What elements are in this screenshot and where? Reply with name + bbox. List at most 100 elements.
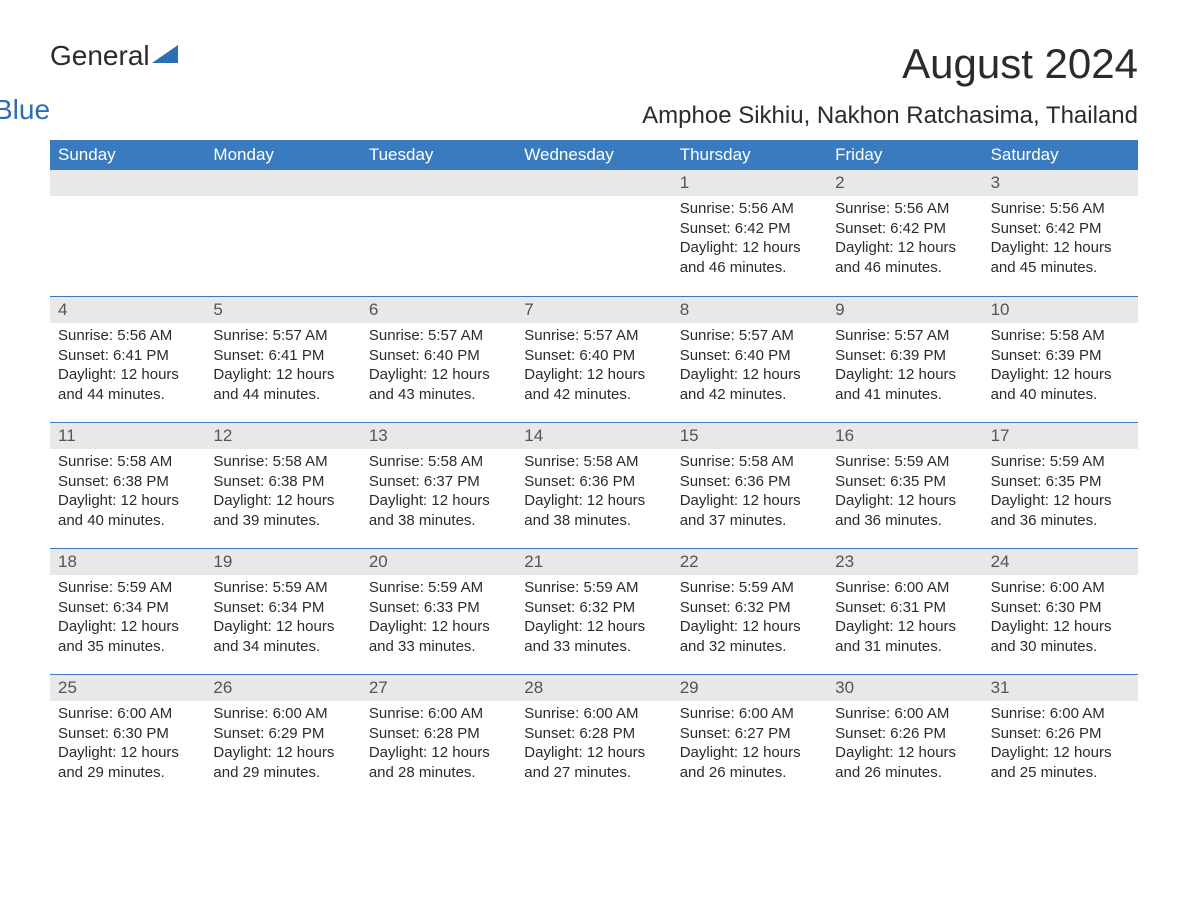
day-details: Sunrise: 6:00 AMSunset: 6:31 PMDaylight:… [827, 575, 982, 656]
day-details: Sunrise: 5:59 AMSunset: 6:33 PMDaylight:… [361, 575, 516, 656]
sunset-line: Sunset: 6:30 PM [58, 724, 197, 744]
daylight-line: Daylight: 12 hours and 39 minutes. [213, 491, 352, 530]
day-details: Sunrise: 5:57 AMSunset: 6:41 PMDaylight:… [205, 323, 360, 404]
day-cell: 19Sunrise: 5:59 AMSunset: 6:34 PMDayligh… [205, 549, 360, 674]
sunrise-line: Sunrise: 6:00 AM [58, 704, 197, 724]
week-row: 25Sunrise: 6:00 AMSunset: 6:30 PMDayligh… [50, 674, 1138, 800]
day-header-cell: Wednesday [516, 140, 671, 170]
day-details: Sunrise: 5:58 AMSunset: 6:38 PMDaylight:… [50, 449, 205, 530]
day-details: Sunrise: 6:00 AMSunset: 6:30 PMDaylight:… [50, 701, 205, 782]
day-cell: 16Sunrise: 5:59 AMSunset: 6:35 PMDayligh… [827, 423, 982, 548]
day-cell: 18Sunrise: 5:59 AMSunset: 6:34 PMDayligh… [50, 549, 205, 674]
daylight-line: Daylight: 12 hours and 40 minutes. [991, 365, 1130, 404]
sunset-line: Sunset: 6:41 PM [58, 346, 197, 366]
sunset-line: Sunset: 6:39 PM [991, 346, 1130, 366]
sunrise-line: Sunrise: 6:00 AM [835, 704, 974, 724]
sunset-line: Sunset: 6:32 PM [680, 598, 819, 618]
day-number: 14 [516, 423, 671, 449]
sunrise-line: Sunrise: 5:56 AM [991, 199, 1130, 219]
day-cell: 2Sunrise: 5:56 AMSunset: 6:42 PMDaylight… [827, 170, 982, 296]
location-subtitle: Amphoe Sikhiu, Nakhon Ratchasima, Thaila… [50, 102, 1138, 130]
day-details: Sunrise: 5:56 AMSunset: 6:42 PMDaylight:… [827, 196, 982, 277]
sunset-line: Sunset: 6:40 PM [524, 346, 663, 366]
daylight-line: Daylight: 12 hours and 33 minutes. [524, 617, 663, 656]
day-cell: 8Sunrise: 5:57 AMSunset: 6:40 PMDaylight… [672, 297, 827, 422]
daylight-line: Daylight: 12 hours and 36 minutes. [991, 491, 1130, 530]
logo: General Blue [50, 40, 178, 96]
day-details: Sunrise: 5:58 AMSunset: 6:39 PMDaylight:… [983, 323, 1138, 404]
day-cell: 21Sunrise: 5:59 AMSunset: 6:32 PMDayligh… [516, 549, 671, 674]
day-number: 29 [672, 675, 827, 701]
day-cell: 11Sunrise: 5:58 AMSunset: 6:38 PMDayligh… [50, 423, 205, 548]
sunset-line: Sunset: 6:40 PM [680, 346, 819, 366]
sunrise-line: Sunrise: 5:59 AM [991, 452, 1130, 472]
daylight-line: Daylight: 12 hours and 36 minutes. [835, 491, 974, 530]
day-header-cell: Friday [827, 140, 982, 170]
day-number: 18 [50, 549, 205, 575]
sunset-line: Sunset: 6:36 PM [524, 472, 663, 492]
sunrise-line: Sunrise: 6:00 AM [524, 704, 663, 724]
day-cell: 9Sunrise: 5:57 AMSunset: 6:39 PMDaylight… [827, 297, 982, 422]
day-details: Sunrise: 5:58 AMSunset: 6:38 PMDaylight:… [205, 449, 360, 530]
day-number: 22 [672, 549, 827, 575]
sunset-line: Sunset: 6:40 PM [369, 346, 508, 366]
day-details: Sunrise: 5:59 AMSunset: 6:34 PMDaylight:… [205, 575, 360, 656]
day-cell: 4Sunrise: 5:56 AMSunset: 6:41 PMDaylight… [50, 297, 205, 422]
day-number: 1 [672, 170, 827, 196]
day-cell [361, 170, 516, 296]
sunrise-line: Sunrise: 5:57 AM [835, 326, 974, 346]
sunrise-line: Sunrise: 6:00 AM [991, 704, 1130, 724]
sunrise-line: Sunrise: 5:58 AM [524, 452, 663, 472]
week-row: 4Sunrise: 5:56 AMSunset: 6:41 PMDaylight… [50, 296, 1138, 422]
day-number: 26 [205, 675, 360, 701]
daylight-line: Daylight: 12 hours and 25 minutes. [991, 743, 1130, 782]
daylight-line: Daylight: 12 hours and 29 minutes. [58, 743, 197, 782]
daylight-line: Daylight: 12 hours and 32 minutes. [680, 617, 819, 656]
daylight-line: Daylight: 12 hours and 34 minutes. [213, 617, 352, 656]
week-row: 1Sunrise: 5:56 AMSunset: 6:42 PMDaylight… [50, 170, 1138, 296]
day-details: Sunrise: 5:57 AMSunset: 6:40 PMDaylight:… [672, 323, 827, 404]
sunset-line: Sunset: 6:34 PM [213, 598, 352, 618]
day-number: 9 [827, 297, 982, 323]
day-cell: 3Sunrise: 5:56 AMSunset: 6:42 PMDaylight… [983, 170, 1138, 296]
day-cell: 25Sunrise: 6:00 AMSunset: 6:30 PMDayligh… [50, 675, 205, 800]
daylight-line: Daylight: 12 hours and 44 minutes. [58, 365, 197, 404]
day-number: 30 [827, 675, 982, 701]
day-cell: 1Sunrise: 5:56 AMSunset: 6:42 PMDaylight… [672, 170, 827, 296]
day-number: 25 [50, 675, 205, 701]
sunrise-line: Sunrise: 5:58 AM [369, 452, 508, 472]
sunrise-line: Sunrise: 5:57 AM [680, 326, 819, 346]
sunrise-line: Sunrise: 5:56 AM [680, 199, 819, 219]
day-number: 24 [983, 549, 1138, 575]
triangle-icon [152, 45, 178, 63]
day-header-cell: Sunday [50, 140, 205, 170]
sunset-line: Sunset: 6:35 PM [835, 472, 974, 492]
day-details: Sunrise: 5:58 AMSunset: 6:36 PMDaylight:… [672, 449, 827, 530]
daylight-line: Daylight: 12 hours and 26 minutes. [835, 743, 974, 782]
sunrise-line: Sunrise: 5:58 AM [213, 452, 352, 472]
day-cell: 17Sunrise: 5:59 AMSunset: 6:35 PMDayligh… [983, 423, 1138, 548]
sunrise-line: Sunrise: 5:56 AM [835, 199, 974, 219]
day-details: Sunrise: 6:00 AMSunset: 6:26 PMDaylight:… [983, 701, 1138, 782]
sunset-line: Sunset: 6:31 PM [835, 598, 974, 618]
day-number [516, 170, 671, 196]
daylight-line: Daylight: 12 hours and 46 minutes. [835, 238, 974, 277]
sunrise-line: Sunrise: 5:59 AM [835, 452, 974, 472]
day-details: Sunrise: 5:58 AMSunset: 6:37 PMDaylight:… [361, 449, 516, 530]
sunset-line: Sunset: 6:27 PM [680, 724, 819, 744]
sunset-line: Sunset: 6:42 PM [835, 219, 974, 239]
daylight-line: Daylight: 12 hours and 41 minutes. [835, 365, 974, 404]
sunrise-line: Sunrise: 6:00 AM [835, 578, 974, 598]
day-cell [50, 170, 205, 296]
sunset-line: Sunset: 6:35 PM [991, 472, 1130, 492]
day-number [205, 170, 360, 196]
daylight-line: Daylight: 12 hours and 38 minutes. [524, 491, 663, 530]
day-details: Sunrise: 5:59 AMSunset: 6:35 PMDaylight:… [827, 449, 982, 530]
daylight-line: Daylight: 12 hours and 45 minutes. [991, 238, 1130, 277]
sunset-line: Sunset: 6:42 PM [991, 219, 1130, 239]
sunrise-line: Sunrise: 6:00 AM [213, 704, 352, 724]
day-cell: 27Sunrise: 6:00 AMSunset: 6:28 PMDayligh… [361, 675, 516, 800]
day-details: Sunrise: 6:00 AMSunset: 6:30 PMDaylight:… [983, 575, 1138, 656]
daylight-line: Daylight: 12 hours and 44 minutes. [213, 365, 352, 404]
sunrise-line: Sunrise: 5:58 AM [991, 326, 1130, 346]
